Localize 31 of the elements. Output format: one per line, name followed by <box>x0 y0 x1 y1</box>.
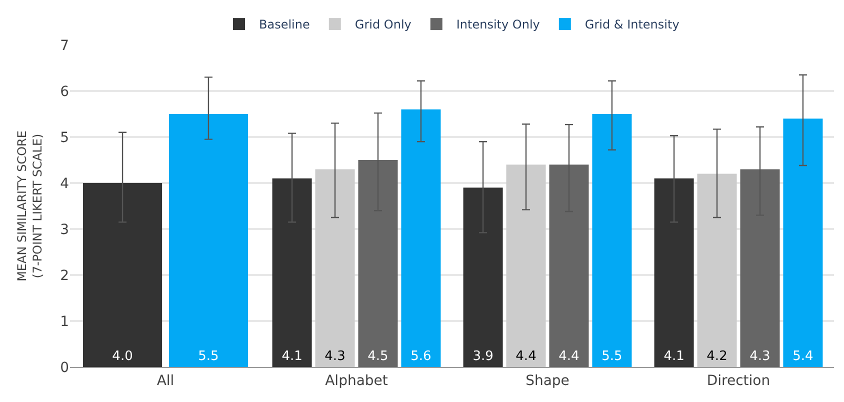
y-tick-label: 6 <box>60 84 70 100</box>
legend-label: Grid & Intensity <box>584 18 680 32</box>
y-axis-title: MEAN SIMILARITY SCORE (7-POINT LIKERT SCALE) <box>14 130 44 282</box>
x-tick-label: Alphabet <box>325 372 388 389</box>
data-label: 4.2 <box>706 349 728 364</box>
data-label: 5.4 <box>792 349 814 364</box>
y-tick-label: 1 <box>60 314 69 330</box>
legend-label: Intensity Only <box>456 18 540 32</box>
data-label: 4.4 <box>558 349 580 364</box>
data-label: 4.1 <box>664 349 684 364</box>
x-tick-label: Direction <box>706 372 770 389</box>
data-label: 4.1 <box>282 349 302 364</box>
legend-label: Grid Only <box>354 18 412 32</box>
legend-label: Baseline <box>259 18 310 32</box>
y-tick-label: 2 <box>60 268 69 284</box>
data-label: 4.4 <box>516 349 536 364</box>
data-label: 4.0 <box>112 349 133 364</box>
y-tick-label: 4 <box>60 176 70 192</box>
y-tick-label: 7 <box>60 38 69 54</box>
y-tick-label: 5 <box>60 130 69 146</box>
x-tick-label: All <box>156 372 174 389</box>
data-label: 4.5 <box>368 349 388 364</box>
x-tick-label: Shape <box>526 372 570 389</box>
data-label: 4.3 <box>750 349 770 364</box>
y-tick-label: 0 <box>60 360 69 376</box>
data-label: 3.9 <box>472 349 494 364</box>
data-label: 5.5 <box>198 349 219 364</box>
data-label: 4.3 <box>324 349 346 364</box>
data-label: 5.5 <box>602 349 622 364</box>
y-tick-label: 3 <box>60 222 69 238</box>
data-label: 5.6 <box>410 349 432 364</box>
